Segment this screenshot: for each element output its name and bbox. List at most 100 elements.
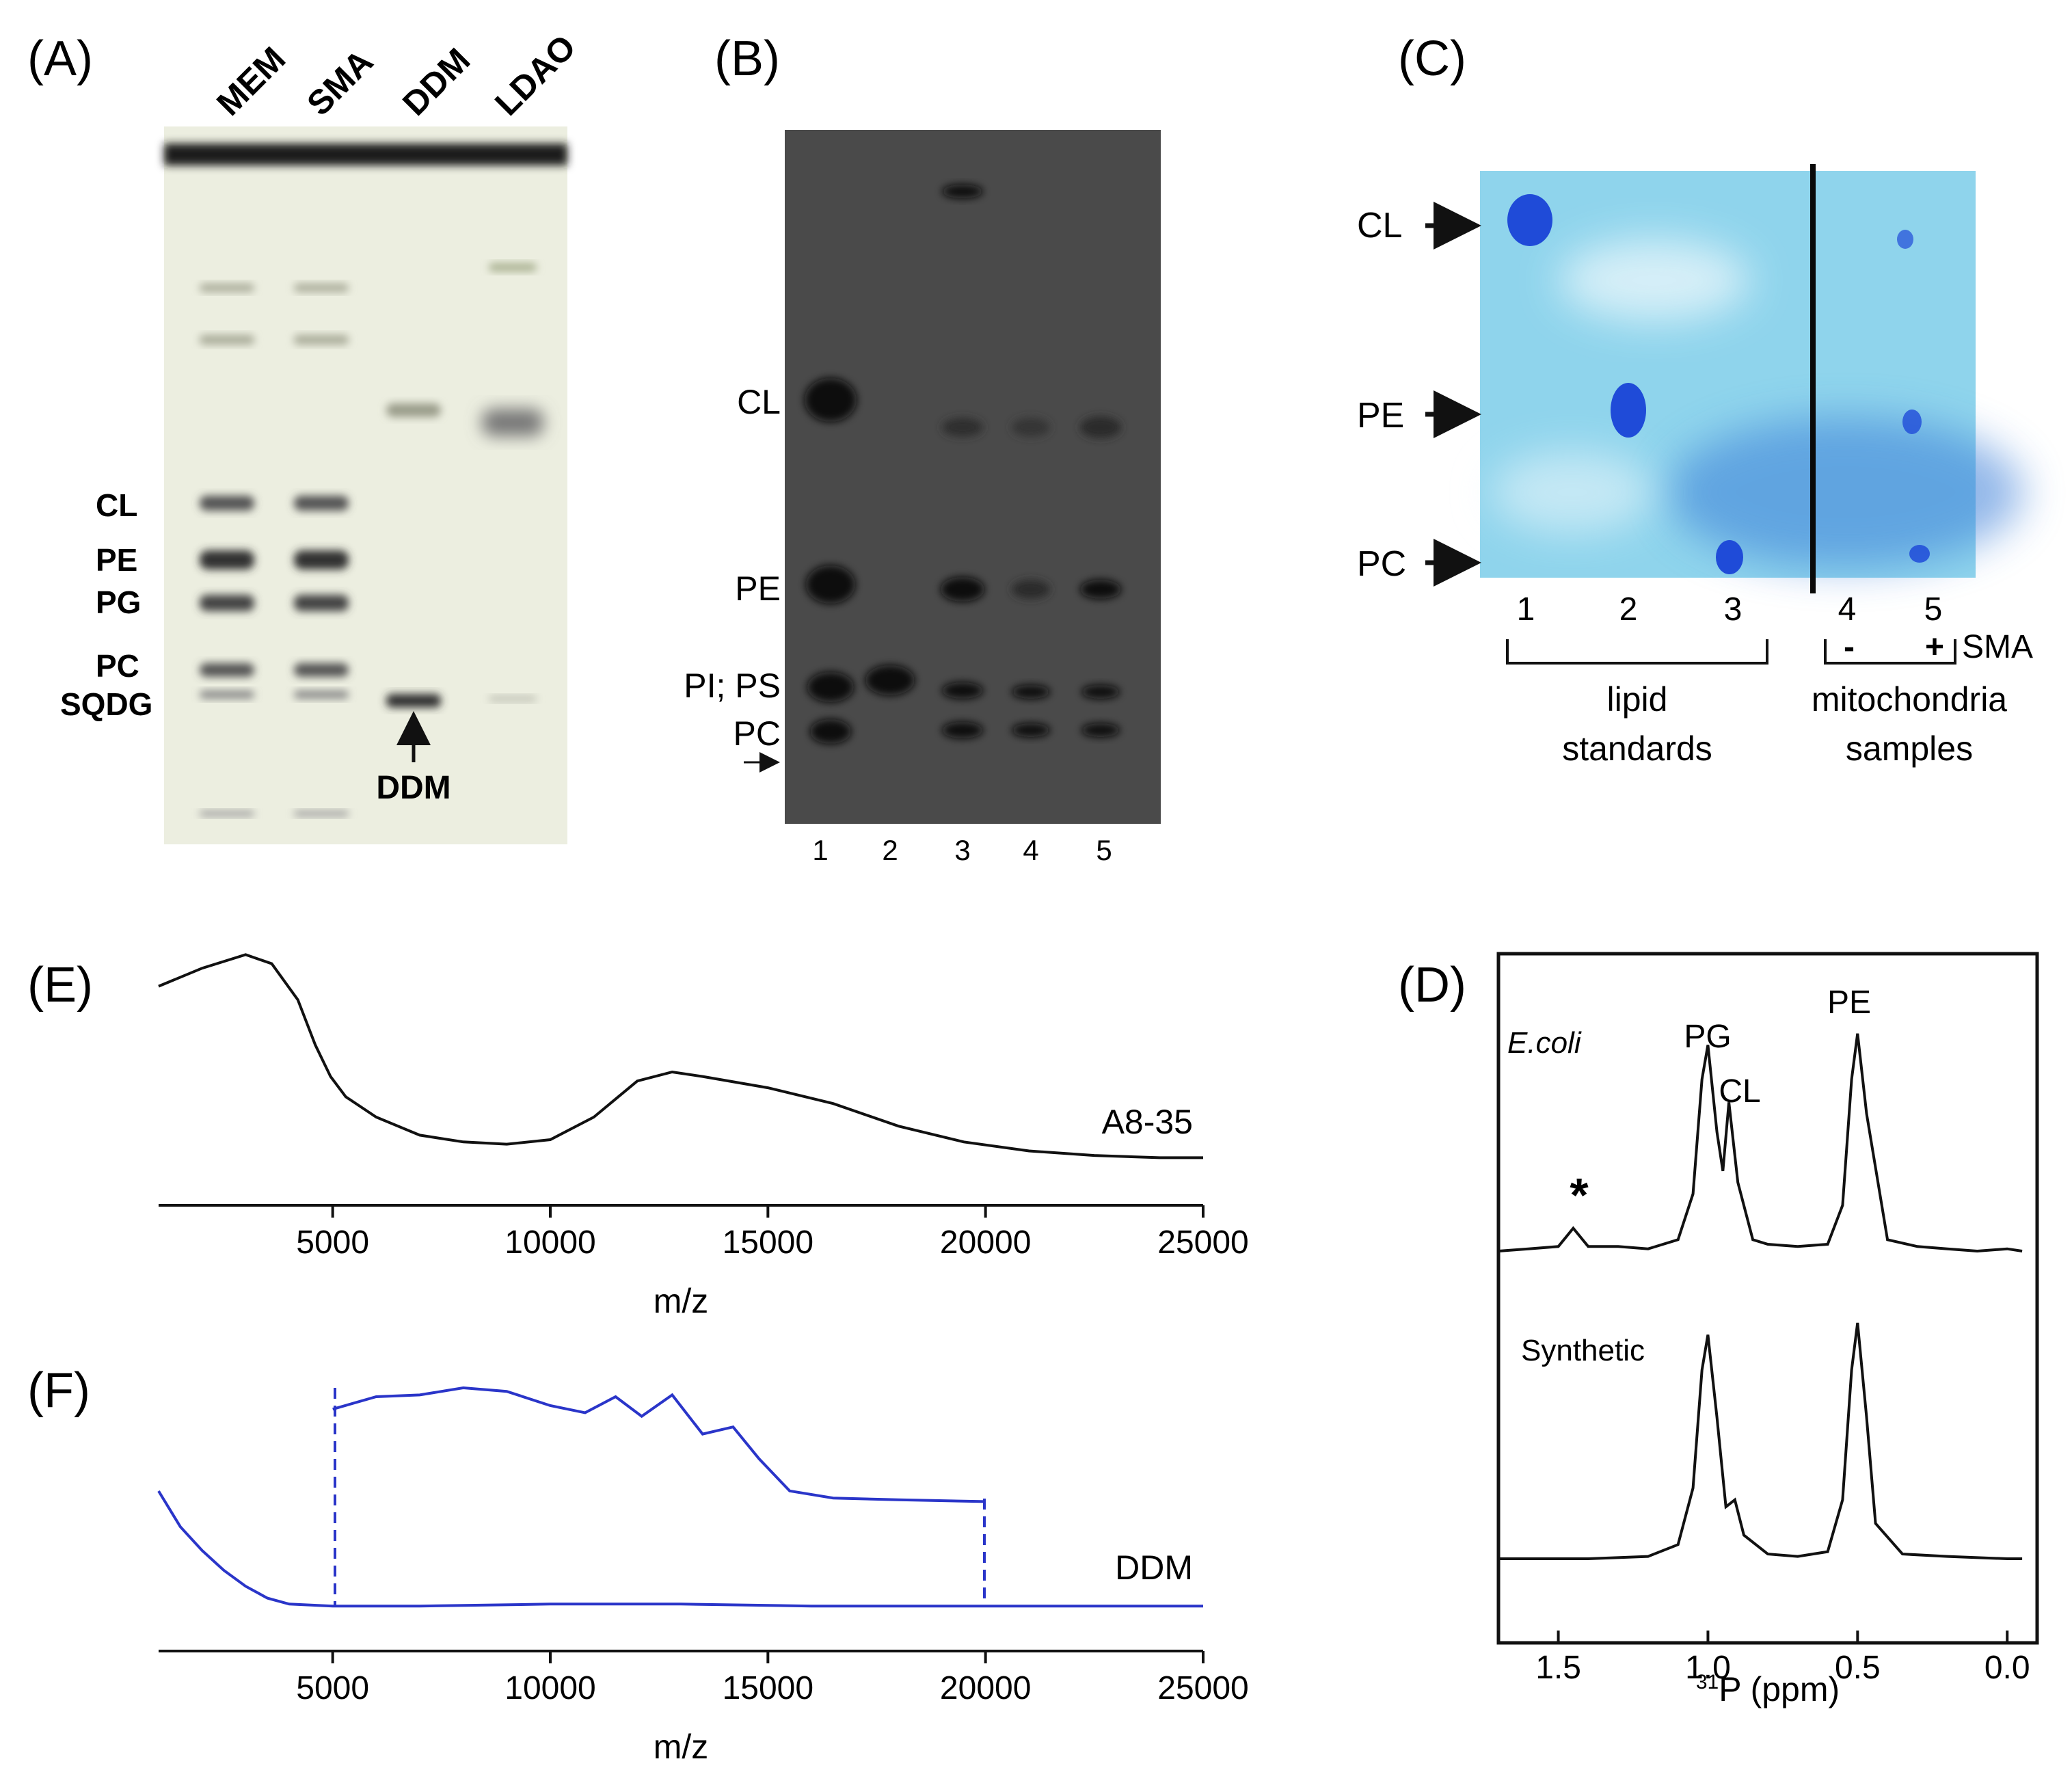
trace-synthetic xyxy=(1498,1322,2023,1560)
band-label: PG xyxy=(96,585,141,620)
gel-band xyxy=(294,550,349,569)
x-tick-label: 1.0 xyxy=(1685,1650,1731,1686)
plate-c-spots xyxy=(1507,194,1930,574)
x-tick-label: 1.5 xyxy=(1535,1650,1581,1686)
trace-label: A8-35 xyxy=(1102,1103,1193,1141)
band-label: PE xyxy=(1357,396,1404,435)
plate-c-band-labels: CL PE PC xyxy=(1357,206,1406,584)
panel-a-label: (A) xyxy=(27,31,93,86)
band-label: PC xyxy=(1357,544,1406,584)
sma-label: SMA xyxy=(1962,629,2033,665)
gel-band xyxy=(294,690,349,699)
x-tick-label: 20000 xyxy=(940,1224,1031,1261)
gel-band xyxy=(294,811,349,816)
gel-spot xyxy=(942,682,983,699)
x-ticks: 5000 10000 15000 20000 25000 xyxy=(296,1651,1249,1706)
nmr-frame xyxy=(1496,952,2039,1645)
lane-number: 3 xyxy=(1724,591,1743,628)
x-tick-label: 10000 xyxy=(504,1670,595,1706)
x-ticks: 1.5 1.0 0.5 0.0 xyxy=(1535,1631,2030,1686)
gel-a-lane-labels: MEM SMA DDM LDAO xyxy=(209,27,583,123)
x-tick-label: 15000 xyxy=(723,1224,813,1261)
lane-number: 4 xyxy=(1023,834,1038,866)
band-label: CL xyxy=(1357,206,1402,245)
gel-spot xyxy=(807,672,854,702)
gel-band xyxy=(294,496,349,511)
gel-spot xyxy=(942,185,983,198)
x-tick-label: 0.5 xyxy=(1835,1650,1881,1686)
tlc-spot xyxy=(1897,230,1913,249)
tlc-spot xyxy=(1909,545,1930,563)
tlc-spot xyxy=(1611,383,1646,438)
group-label: mitochondria xyxy=(1812,680,2007,719)
gel-band xyxy=(294,663,349,677)
trace-a8-35 xyxy=(158,953,1203,1159)
x-tick-label: 25000 xyxy=(1157,1224,1248,1261)
plus-sign: + xyxy=(1925,629,1944,665)
minus-sign: - xyxy=(1844,629,1855,665)
peak-label: CL xyxy=(1719,1073,1760,1110)
lane-number: 3 xyxy=(954,834,970,866)
gel-spot xyxy=(805,378,857,422)
gel-spot xyxy=(1080,580,1121,599)
panel-c: (C) CL PE PC 1 2 3 4 5 xyxy=(1357,31,2033,768)
x-tick-label: 20000 xyxy=(940,1670,1031,1706)
gel-spot xyxy=(942,722,983,738)
panel-d-label: (D) xyxy=(1398,958,1466,1013)
gel-band xyxy=(200,811,254,816)
gel-band xyxy=(200,496,254,511)
gel-spot xyxy=(1012,418,1050,437)
tlc-spot xyxy=(1716,540,1743,574)
gel-spot xyxy=(941,577,984,602)
gel-a-origin-band xyxy=(164,144,567,165)
band-label: PC xyxy=(734,714,781,753)
trace-ddm xyxy=(157,1490,1203,1608)
band-label: PE xyxy=(96,542,137,578)
trace-label: DDM xyxy=(1115,1548,1193,1587)
gel-spot xyxy=(1012,723,1050,737)
superscript-31: 31 xyxy=(1696,1671,1719,1693)
ddm-arrow-label: DDM xyxy=(376,770,450,806)
x-axis-label: m/z xyxy=(654,1728,709,1766)
lane-number: 2 xyxy=(882,834,898,866)
gel-band xyxy=(386,403,441,417)
gel-band xyxy=(200,663,254,677)
x-ticks: 5000 10000 15000 20000 25000 xyxy=(296,1205,1249,1261)
band-label: CL xyxy=(96,487,137,523)
x-axis-label: 31P (ppm) xyxy=(1696,1670,1840,1708)
group-label: samples xyxy=(1846,729,1973,768)
gel-spot xyxy=(1081,685,1120,699)
gel-band xyxy=(200,284,254,292)
x-tick-label: 5000 xyxy=(296,1670,369,1706)
panel-f: (F) DDM 5000 10000 15000 20000 25000 m/z xyxy=(27,1363,1249,1766)
gel-spot xyxy=(942,418,983,437)
gel-a xyxy=(164,126,567,844)
panel-d: (D) E.coli Synthetic PG CL PE * 1.5 1.0 0.… xyxy=(1398,952,2039,1708)
gel-spot xyxy=(1081,723,1120,737)
trace-label: E.coli xyxy=(1507,1026,1582,1060)
panel-b: (B) CL PE PI; PS PC xyxy=(684,31,1161,866)
gel-a-lane-label: DDM xyxy=(395,41,477,123)
gel-b-band-labels: CL PE PI; PS PC xyxy=(684,383,781,753)
gel-band xyxy=(200,335,254,345)
plate-c-lane-numbers: 1 2 3 4 5 xyxy=(1517,591,1943,628)
panel-a: (A) MEM SMA DDM LDAO xyxy=(27,27,583,844)
x-tick-label: 5000 xyxy=(296,1224,369,1261)
asterisk: * xyxy=(1570,1168,1589,1222)
panel-c-label: (C) xyxy=(1398,31,1466,86)
gel-band xyxy=(386,694,441,708)
gel-a-bands xyxy=(200,263,543,816)
panel-b-label: (B) xyxy=(714,31,780,86)
lane-number: 5 xyxy=(1924,591,1943,628)
gel-band xyxy=(200,690,254,699)
gel-a-lane-label: SMA xyxy=(299,42,380,123)
x-tick-label: 15000 xyxy=(723,1670,813,1706)
lane-number: 1 xyxy=(1517,591,1535,628)
bracket-mitochondria xyxy=(1824,639,1956,665)
trace-ecoli xyxy=(1498,1033,2023,1253)
panel-f-label: (F) xyxy=(27,1363,90,1418)
tlc-spot xyxy=(1902,410,1922,434)
gel-a-lane-label: MEM xyxy=(209,40,293,123)
peak-label: PE xyxy=(1827,984,1871,1021)
